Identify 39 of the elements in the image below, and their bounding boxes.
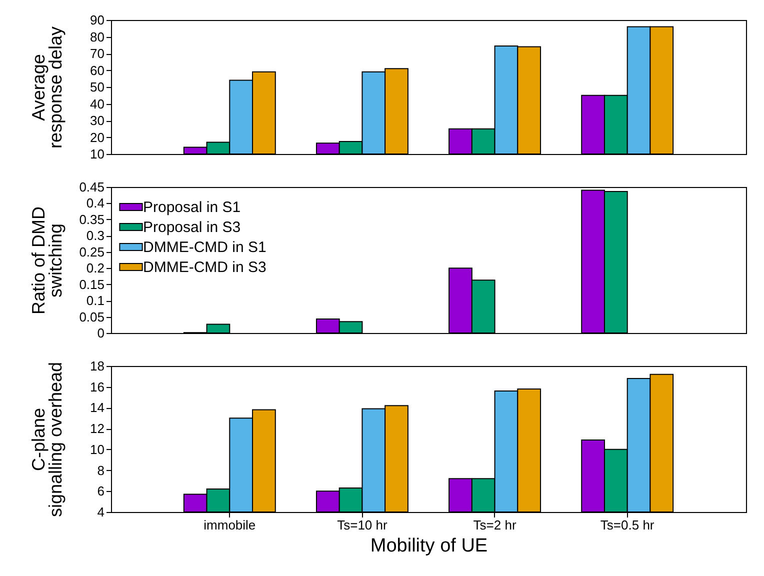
y-tick-label: 0.25 <box>79 244 104 260</box>
y-tick-label: 60 <box>90 62 104 78</box>
x-tick-label: Ts=2 hr <box>473 518 517 532</box>
legend-label: Proposal in S3 <box>143 219 241 236</box>
y-tick-label: 90 <box>90 12 104 28</box>
y-axis-title: Ratio of DMD switching <box>28 206 66 315</box>
y-tick-label: 14 <box>90 400 104 416</box>
y-tick-label: 0.2 <box>86 260 104 276</box>
legend-label: DMME-CMD in S1 <box>143 239 266 256</box>
y-tick-label: 0.1 <box>86 293 104 308</box>
y-tick-label: 0.15 <box>79 276 104 292</box>
y-tick-label: 50 <box>90 80 104 94</box>
y-tick-label: 70 <box>90 46 104 61</box>
y-tick-label: 18 <box>90 358 104 374</box>
y-tick-label: 30 <box>90 113 104 128</box>
y-tick-label: 0.35 <box>79 212 104 227</box>
legend-label: DMME-CMD in S3 <box>143 259 266 276</box>
y-axis-title: Average response delay <box>28 26 66 149</box>
y-tick-label: 40 <box>90 96 104 112</box>
y-axis-title: C-plane signalling overhead <box>28 362 66 518</box>
y-tick-label: 0.45 <box>79 180 104 194</box>
y-tick-label: 80 <box>90 29 104 44</box>
y-tick-label: 20 <box>90 130 104 145</box>
legend-label: Proposal in S1 <box>143 199 241 216</box>
x-tick-label: immobile <box>204 518 256 532</box>
y-tick-label: 12 <box>90 421 104 436</box>
x-tick-label: Ts=10 hr <box>337 518 388 532</box>
y-tick-label: 4 <box>97 504 104 520</box>
y-tick-label: 0.4 <box>86 196 104 211</box>
y-tick-label: 0 <box>97 326 104 340</box>
y-tick-label: 0.3 <box>86 228 104 244</box>
y-tick-label: 10 <box>90 146 104 162</box>
y-tick-label: 10 <box>90 442 104 457</box>
y-tick-label: 0.05 <box>79 309 104 324</box>
y-tick-label: 16 <box>90 379 104 394</box>
y-tick-label: 6 <box>97 484 104 499</box>
x-tick-label: Ts=0.5 hr <box>600 518 655 532</box>
x-axis-title: Mobility of UE <box>370 536 488 556</box>
y-tick-label: 8 <box>97 462 104 478</box>
